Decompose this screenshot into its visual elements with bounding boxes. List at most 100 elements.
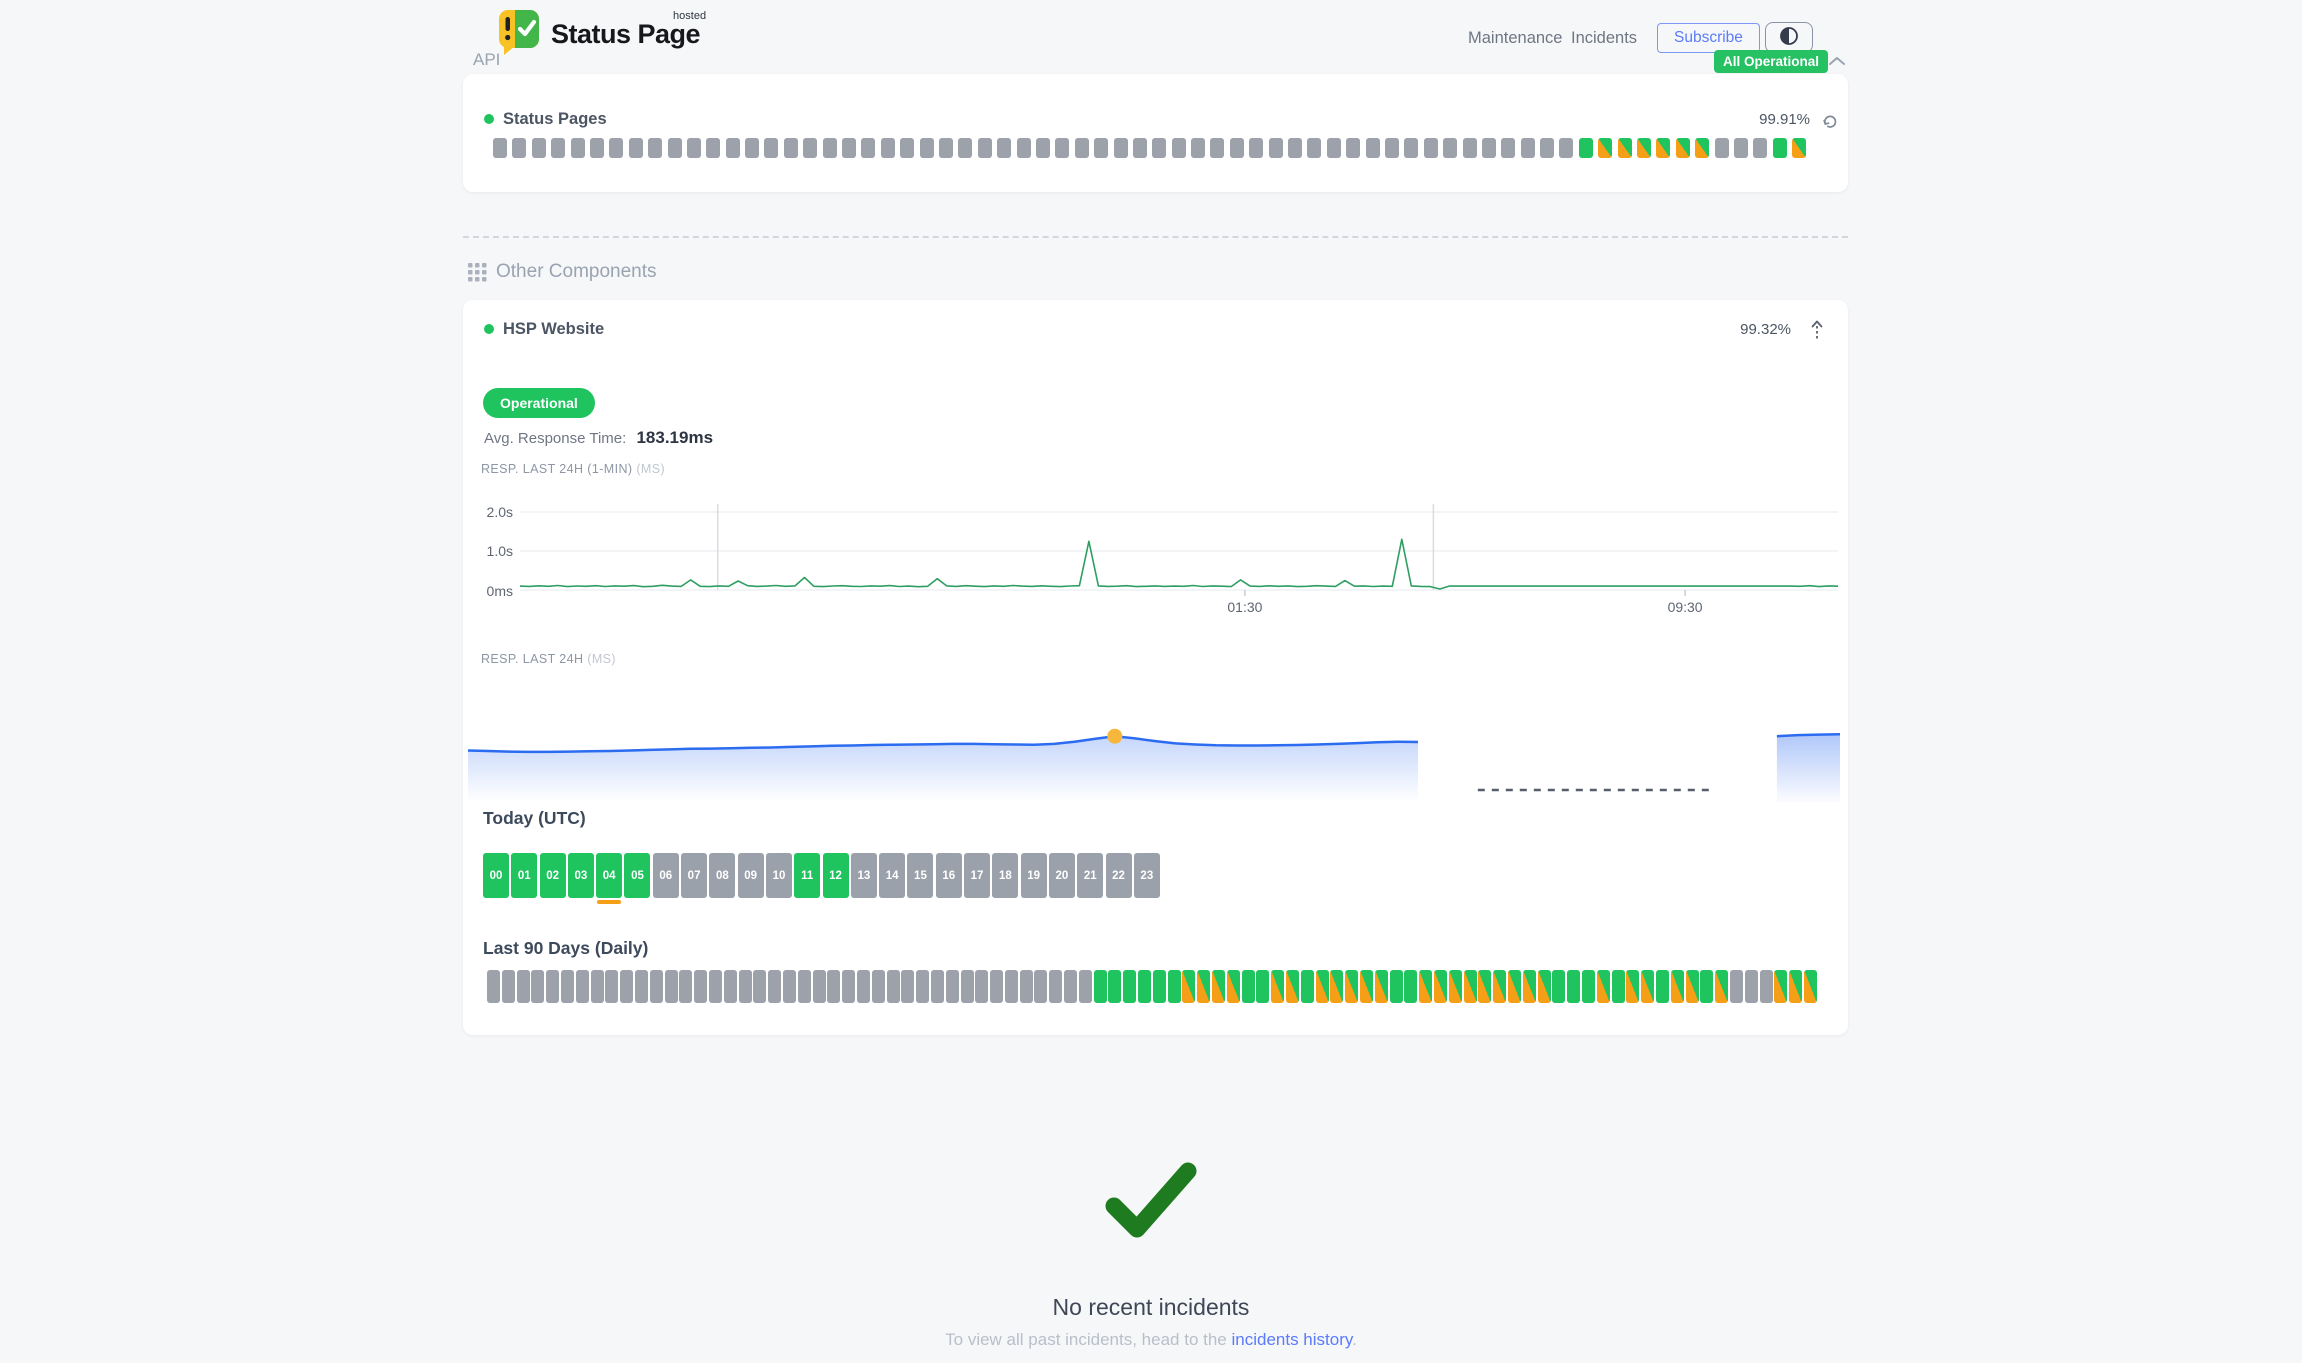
nav-maintenance[interactable]: Maintenance bbox=[1468, 29, 1563, 47]
hour-box-10: 10 bbox=[765, 853, 792, 898]
uptime-bar-degraded bbox=[1774, 970, 1788, 1003]
subscribe-button[interactable]: Subscribe bbox=[1657, 23, 1760, 53]
hour-box-04: 04 bbox=[596, 853, 623, 904]
uptime-bar-no-data bbox=[1404, 138, 1419, 158]
uptime-bar-no-data bbox=[516, 970, 530, 1003]
uptime-bar-no-data bbox=[861, 138, 876, 158]
uptime-bar-operational bbox=[1578, 138, 1593, 158]
uptime-bar-degraded bbox=[1345, 970, 1359, 1003]
hour-box-07: 07 bbox=[681, 853, 708, 898]
uptime-bar-degraded bbox=[1789, 970, 1803, 1003]
uptime-bar-no-data bbox=[1559, 138, 1574, 158]
uptime-bar-degraded bbox=[1463, 970, 1477, 1003]
component-uptime-pct: 99.32% bbox=[1740, 321, 1791, 338]
hour-box-20: 20 bbox=[1048, 853, 1075, 898]
uptime-bar-no-data bbox=[501, 970, 515, 1003]
uptime-bar-operational bbox=[1567, 970, 1581, 1003]
today-hour-boxes: 00 01 02 03 04 05 06 07 08 09 10 11 12 13 14 15 16 17 18 19… bbox=[483, 853, 1160, 904]
uptime-bar-degraded bbox=[1507, 970, 1521, 1003]
collapse-chevron-up-icon[interactable] bbox=[1828, 53, 1846, 71]
hour-box-22: 22 bbox=[1105, 853, 1132, 898]
uptime-bar-no-data bbox=[589, 138, 604, 158]
uptime-bar-no-data bbox=[1520, 138, 1535, 158]
nav-incidents[interactable]: Incidents bbox=[1571, 29, 1638, 47]
uptime-bar-no-data bbox=[694, 970, 708, 1003]
hour-box-11: 11 bbox=[794, 853, 821, 898]
uptime-bar-operational bbox=[1389, 970, 1403, 1003]
uptime-bar-no-data bbox=[753, 970, 767, 1003]
uptime-bar-no-data bbox=[679, 970, 693, 1003]
theme-toggle-button[interactable] bbox=[1765, 22, 1813, 53]
uptime-bar-no-data bbox=[880, 138, 895, 158]
hour-box-09: 09 bbox=[737, 853, 764, 898]
svg-text:09:30: 09:30 bbox=[1668, 599, 1703, 615]
uptime-bar-no-data bbox=[745, 138, 760, 158]
uptime-bar-operational bbox=[1167, 970, 1181, 1003]
uptime-bar-no-data bbox=[886, 970, 900, 1003]
today-utc-heading: Today (UTC) bbox=[483, 808, 586, 828]
refresh-icon[interactable] bbox=[1822, 113, 1838, 134]
component-uptime-pct: 99.91% bbox=[1759, 111, 1810, 128]
uptime-bar-no-data bbox=[997, 138, 1012, 158]
uptime-bar-no-data bbox=[1171, 138, 1186, 158]
uptime-bar-degraded bbox=[1197, 970, 1211, 1003]
status-dot-green bbox=[484, 114, 494, 124]
uptime-bar-no-data bbox=[620, 970, 634, 1003]
uptime-bar-no-data bbox=[1714, 138, 1729, 158]
uptime-bar-operational bbox=[1138, 970, 1152, 1003]
uptime-bar-no-data bbox=[1004, 970, 1018, 1003]
uptime-bar-no-data bbox=[738, 970, 752, 1003]
section-title-other-components: Other Components bbox=[496, 261, 657, 282]
uptime-bar-no-data bbox=[546, 970, 560, 1003]
uptime-bar-degraded bbox=[1598, 138, 1613, 158]
uptime-bar-operational bbox=[1093, 970, 1107, 1003]
uptime-bar-degraded bbox=[1448, 970, 1462, 1003]
uptime-bar-no-data bbox=[1288, 138, 1303, 158]
incidents-history-link[interactable]: incidents history bbox=[1231, 1330, 1353, 1349]
hour-box-19: 19 bbox=[1020, 853, 1047, 898]
uptime-bar-operational bbox=[1108, 970, 1122, 1003]
uptime-bar-degraded bbox=[1212, 970, 1226, 1003]
scroll-top-dashed-arrow-icon[interactable] bbox=[1810, 320, 1824, 345]
hour-box-14: 14 bbox=[879, 853, 906, 898]
component-name: HSP Website bbox=[503, 320, 605, 338]
uptime-bar-no-data bbox=[531, 970, 545, 1003]
uptime-bar-degraded bbox=[1419, 970, 1433, 1003]
response-chart-24h-area bbox=[467, 690, 1841, 810]
api-component-card: Status Pages 99.91% bbox=[463, 74, 1848, 192]
hour-box-16: 16 bbox=[935, 853, 962, 898]
uptime-bar-no-data bbox=[723, 970, 737, 1003]
uptime-bar-degraded bbox=[1695, 138, 1710, 158]
uptime-bar-no-data bbox=[1462, 138, 1477, 158]
uptime-bar-no-data bbox=[575, 970, 589, 1003]
uptime-bar-no-data bbox=[938, 138, 953, 158]
uptime-bar-no-data bbox=[1540, 138, 1555, 158]
uptime-bar-no-data bbox=[570, 138, 585, 158]
uptime-bar-no-data bbox=[1055, 138, 1070, 158]
hour-box-02: 02 bbox=[539, 853, 566, 898]
uptime-bar-operational bbox=[1581, 970, 1595, 1003]
uptime-bar-degraded bbox=[1286, 970, 1300, 1003]
uptime-bar-no-data bbox=[706, 138, 721, 158]
uptime-bar-no-data bbox=[764, 138, 779, 158]
uptime-bar-degraded bbox=[1637, 138, 1652, 158]
uptime-bar-no-data bbox=[1210, 138, 1225, 158]
uptime-bar-no-data bbox=[1268, 138, 1283, 158]
component-name: Status Pages bbox=[503, 110, 607, 128]
last-90-days-heading: Last 90 Days (Daily) bbox=[483, 938, 649, 958]
uptime-bar-no-data bbox=[782, 970, 796, 1003]
uptime-bar-no-data bbox=[1094, 138, 1109, 158]
uptime-bar-no-data bbox=[590, 970, 604, 1003]
uptime-bar-degraded bbox=[1617, 138, 1632, 158]
uptime-bar-no-data bbox=[960, 970, 974, 1003]
svg-text:01:30: 01:30 bbox=[1227, 599, 1262, 615]
uptime-bar-no-data bbox=[1384, 138, 1399, 158]
uptime-bar-no-data bbox=[649, 970, 663, 1003]
uptime-bar-no-data bbox=[1078, 970, 1092, 1003]
avg-response-value: 183.19ms bbox=[636, 428, 714, 447]
uptime-bar-no-data bbox=[1229, 138, 1244, 158]
uptime-bar-operational bbox=[1256, 970, 1270, 1003]
uptime-bar-no-data bbox=[1481, 138, 1496, 158]
uptime-bar-degraded bbox=[1675, 138, 1690, 158]
